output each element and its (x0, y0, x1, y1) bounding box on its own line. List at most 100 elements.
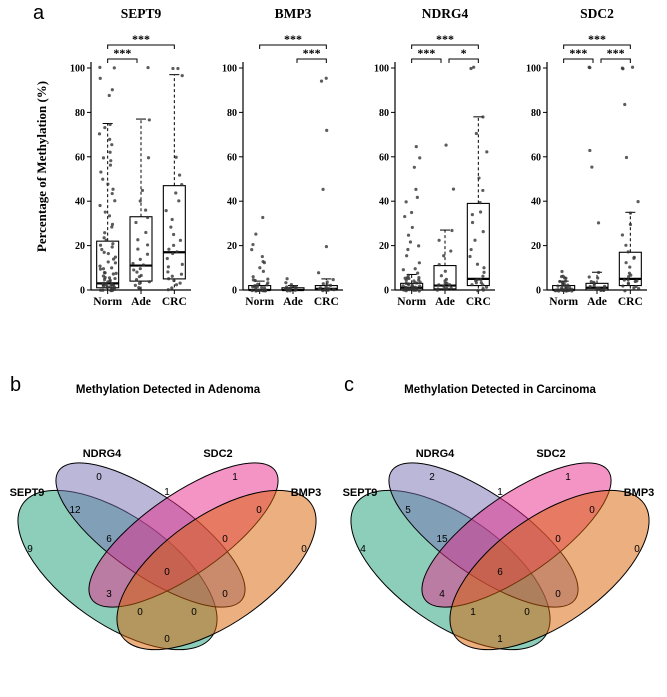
significance-bracket: *** (259, 32, 327, 49)
venn-count-ndrg4_sdc2_bmp3: 0 (222, 534, 228, 545)
venn-count-ndrg4_bmp3: 0 (222, 589, 228, 600)
x-tick-label: Norm (549, 296, 578, 308)
venn-count-all_four: 6 (497, 567, 503, 578)
box-ade (129, 118, 153, 291)
significance-bracket: *** (107, 32, 175, 49)
venn-carcinoma-panel: Methylation Detected in Carcinoma SEPT9 N… (335, 372, 665, 682)
venn-count-ndrg4_sdc2: 1 (164, 487, 170, 498)
significance-bracket: *** (563, 32, 631, 49)
venn-set-label-ndrg4: NDRG4 (416, 448, 455, 460)
venn-count-bmp3: 0 (301, 544, 307, 555)
y-tick-label: 100 (526, 64, 541, 75)
venn-set-label-ndrg4: NDRG4 (83, 448, 122, 460)
y-tick-label: 20 (227, 241, 237, 252)
venn-count-sept9_bmp3: 0 (164, 634, 170, 645)
significance-bracket: * (448, 46, 479, 63)
x-tick-label: CRC (618, 296, 643, 308)
y-tick-label: 80 (531, 108, 541, 119)
venn-count-ndrg4_sdc2: 1 (497, 487, 503, 498)
venn-count-sept9_ndrg4_sdc2: 15 (436, 534, 448, 545)
y-tick-label: 0 (384, 286, 389, 297)
venn-count-all_four: 0 (164, 567, 170, 578)
venn-set-label-bmp3: BMP3 (624, 487, 655, 499)
venn-count-sept9_sdc2: 4 (439, 589, 445, 600)
subplot-title: SDC2 (580, 6, 614, 21)
subplot-title: SEPT9 (121, 6, 162, 21)
x-tick-label: CRC (466, 296, 491, 308)
significance-bracket: *** (296, 46, 327, 63)
y-tick-label: 0 (232, 286, 237, 297)
significance-stars: *** (113, 46, 131, 60)
venn-ellipse-bmp3 (449, 489, 650, 651)
x-tick-label: Ade (283, 296, 303, 308)
strip-points-ade (284, 277, 298, 293)
y-tick-label: 20 (531, 241, 541, 252)
y-tick-label: 80 (227, 108, 237, 119)
panel-label-c: c (344, 374, 354, 396)
boxplot-sept9: SEPT9 0 20 40 60 80 100 Norm Ade CRC ****** (70, 6, 191, 308)
subplot-title: BMP3 (275, 6, 312, 21)
significance-stars: *** (436, 32, 454, 46)
x-tick-label: Norm (397, 296, 426, 308)
y-tick-label: 80 (75, 108, 85, 119)
significance-bracket: *** (107, 46, 138, 63)
y-tick-label: 60 (75, 152, 85, 163)
venn-count-sept9: 9 (27, 544, 33, 555)
y-tick-label: 40 (531, 197, 541, 208)
x-tick-label: CRC (314, 296, 339, 308)
significance-stars: *** (588, 32, 606, 46)
panel-label-b: b (10, 374, 22, 396)
venn-carcinoma-title: Methylation Detected in Carcinoma (404, 384, 596, 396)
significance-stars: *** (303, 46, 321, 60)
significance-bracket: *** (411, 32, 479, 49)
venn-count-sept9_bmp3: 1 (497, 634, 503, 645)
venn-count-sept9: 4 (360, 544, 366, 555)
x-tick-label: Ade (435, 296, 455, 308)
significance-stars: *** (569, 46, 587, 60)
strip-points-ade (435, 143, 456, 292)
venn-ellipse-bmp3 (116, 489, 317, 651)
strip-points-norm (553, 269, 574, 293)
boxplot-bmp3: BMP3 0 20 40 60 80 100 Norm Ade CRC ****** (222, 6, 343, 308)
venn-count-sdc2: 1 (232, 472, 238, 483)
y-tick-label: 100 (70, 64, 85, 75)
venn-set-label-sept9: SEPT9 (343, 487, 378, 499)
venn-count-sept9_sdc2_bmp3: 0 (137, 607, 143, 618)
significance-bracket: *** (600, 46, 631, 63)
venn-count-sept9_sdc2: 3 (106, 589, 112, 600)
venn-count-ndrg4_bmp3: 0 (555, 589, 561, 600)
strip-points-norm (250, 215, 270, 293)
boxplot-panel: Percentage of Methylation (%) SEPT9 0 20 40… (0, 0, 667, 345)
panel-label-a: a (33, 2, 45, 24)
venn-count-sept9_ndrg4_bmp3: 0 (524, 607, 530, 618)
y-tick-label: 40 (75, 197, 85, 208)
significance-stars: *** (607, 46, 625, 60)
y-tick-label: 0 (80, 286, 85, 297)
x-tick-label: Ade (587, 296, 607, 308)
venn-count-sdc2_bmp3: 0 (256, 505, 262, 516)
y-tick-label: 0 (536, 286, 541, 297)
venn-count-sept9_sdc2_bmp3: 1 (470, 607, 476, 618)
y-tick-label: 100 (222, 64, 237, 75)
strip-points-crc (164, 66, 184, 292)
venn-count-ndrg4: 0 (96, 472, 102, 483)
strip-points-ade (131, 65, 151, 291)
venn-count-sept9_ndrg4: 5 (405, 505, 411, 516)
subplot-title: NDRG4 (422, 6, 469, 21)
y-tick-label: 20 (75, 241, 85, 252)
venn-count-ndrg4: 2 (429, 472, 435, 483)
venn-count-sdc2: 1 (565, 472, 571, 483)
venn-set-label-sdc2: SDC2 (203, 448, 232, 460)
y-tick-label: 100 (374, 64, 389, 75)
strip-points-ade (587, 65, 607, 293)
venn-set-label-sdc2: SDC2 (536, 448, 565, 460)
significance-stars: *** (417, 46, 435, 60)
venn-count-ndrg4_sdc2_bmp3: 0 (555, 534, 561, 545)
y-tick-label: 80 (379, 108, 389, 119)
box-crc (162, 74, 186, 291)
x-tick-label: Norm (245, 296, 274, 308)
y-tick-label: 60 (227, 152, 237, 163)
